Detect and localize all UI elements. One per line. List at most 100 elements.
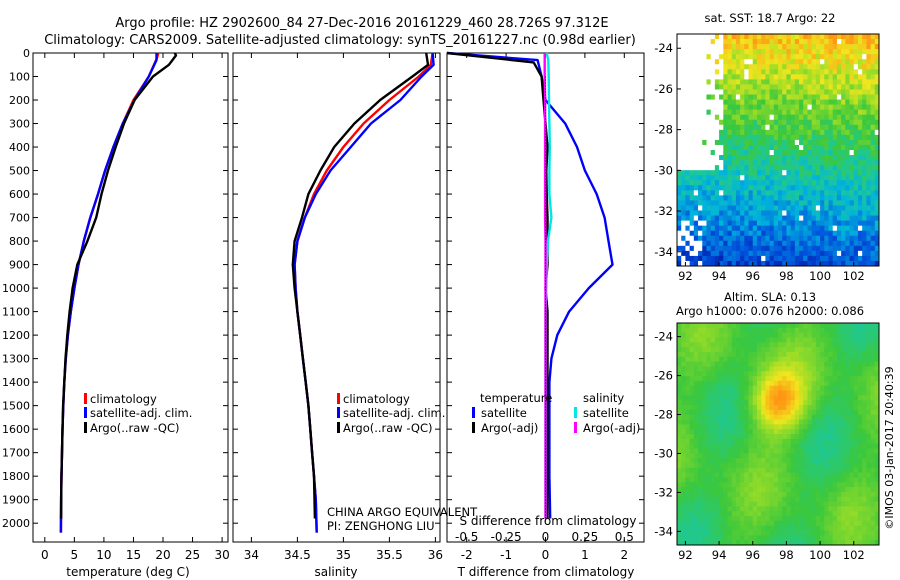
- map-cell: [702, 84, 707, 90]
- map-cell: [853, 453, 859, 459]
- map-cell: [752, 54, 758, 60]
- map-cell: [677, 230, 682, 237]
- map-cell: [778, 225, 783, 232]
- map-cell: [824, 501, 829, 507]
- map-cell: [702, 467, 707, 474]
- map-cell: [706, 195, 712, 201]
- map-cell: [752, 39, 758, 45]
- map-cell: [735, 516, 741, 522]
- map-cell: [761, 230, 766, 237]
- map-cell: [836, 185, 842, 191]
- map-cell: [761, 520, 766, 527]
- map-cell: [803, 400, 808, 406]
- map-cell: [790, 109, 796, 116]
- map-cell: [702, 104, 707, 111]
- legend-swatch-climatology: [84, 393, 87, 404]
- map-cell: [698, 114, 703, 121]
- map-cell: [689, 260, 695, 267]
- map-cell: [866, 438, 871, 445]
- map-cell: [841, 220, 846, 227]
- map-cell: [778, 371, 783, 377]
- map-cell: [744, 501, 749, 507]
- map-cell: [841, 380, 846, 387]
- map-cell: [756, 235, 762, 242]
- map-cell: [685, 390, 691, 396]
- map-cell: [815, 150, 821, 156]
- map-cell: [706, 79, 712, 85]
- map-cell: [828, 64, 834, 70]
- map-x-tick-label: 98: [779, 548, 794, 562]
- map-cell: [677, 506, 682, 512]
- map-cell: [853, 180, 859, 186]
- map-cell: [803, 180, 808, 186]
- map-cell: [778, 327, 783, 334]
- map-cell: [790, 190, 796, 196]
- map-cell: [714, 535, 720, 541]
- map-cell: [731, 134, 737, 141]
- map-cell: [866, 472, 871, 478]
- map-cell: [689, 129, 695, 136]
- map-cell: [845, 376, 850, 382]
- map-cell: [765, 260, 770, 267]
- map-cell: [807, 59, 813, 65]
- map-cell: [752, 371, 758, 377]
- map-cell: [773, 356, 779, 363]
- map-cell: [748, 245, 754, 252]
- map-cell: [727, 458, 733, 464]
- map-cell: [778, 200, 783, 206]
- map-cell: [853, 64, 859, 70]
- credit-text: ©IMOS 03-Jan-2017 20:40:39: [883, 366, 896, 529]
- map-cell: [681, 155, 686, 161]
- map-cell: [761, 327, 766, 334]
- map-cell: [731, 501, 737, 507]
- map-cell: [807, 124, 813, 131]
- map-cell: [849, 114, 855, 121]
- map-cell: [807, 472, 813, 478]
- map-cell: [698, 250, 703, 257]
- map-cell: [799, 170, 804, 176]
- map-cell: [698, 144, 703, 151]
- map-cell: [866, 139, 871, 146]
- map-cell: [786, 419, 792, 425]
- map-cell: [849, 323, 855, 329]
- map-cell: [714, 34, 720, 40]
- map-cell: [681, 44, 686, 50]
- map-cell: [866, 443, 871, 449]
- map-cell: [731, 39, 737, 45]
- map-cell: [706, 462, 712, 469]
- map-cell: [773, 175, 779, 181]
- map-cell: [706, 424, 712, 430]
- map-cell: [735, 170, 741, 176]
- map-cell: [782, 119, 787, 126]
- map-cell: [866, 337, 871, 343]
- map-cell: [815, 129, 821, 136]
- map-cell: [723, 34, 728, 40]
- map-cell: [782, 419, 787, 425]
- map-cell: [799, 210, 804, 216]
- legend-label-sal-argo: Argo(-adj): [583, 421, 640, 435]
- map-cell: [815, 215, 821, 222]
- map-cell: [752, 525, 758, 531]
- map-cell: [786, 424, 792, 430]
- map-cell: [765, 64, 770, 70]
- map-cell: [752, 134, 758, 141]
- map-cell: [820, 69, 825, 75]
- map-cell: [841, 361, 846, 367]
- map-cell: [731, 376, 737, 382]
- map-cell: [731, 59, 737, 65]
- map-cell: [857, 405, 863, 411]
- map-cell: [685, 424, 691, 430]
- map-cell: [845, 255, 850, 262]
- map-cell: [815, 220, 821, 227]
- map-cell: [832, 109, 838, 116]
- map-cell: [794, 458, 800, 464]
- map-cell: [782, 501, 787, 507]
- map-cell: [786, 99, 792, 106]
- map-cell: [740, 59, 745, 65]
- map-cell: [862, 385, 867, 391]
- map-cell: [773, 84, 779, 90]
- map-cell: [866, 190, 871, 196]
- map-cell: [832, 59, 838, 65]
- map-cell: [706, 170, 712, 176]
- map-cell: [748, 215, 754, 222]
